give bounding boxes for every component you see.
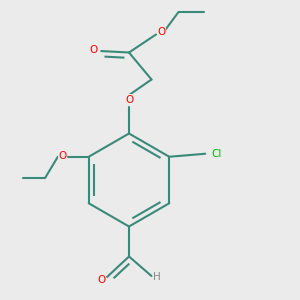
Text: O: O (58, 151, 67, 161)
Text: O: O (97, 275, 105, 285)
Text: O: O (125, 95, 133, 105)
Text: H: H (153, 272, 161, 283)
Text: O: O (157, 27, 166, 37)
Text: O: O (90, 45, 98, 55)
Text: Cl: Cl (212, 149, 222, 159)
